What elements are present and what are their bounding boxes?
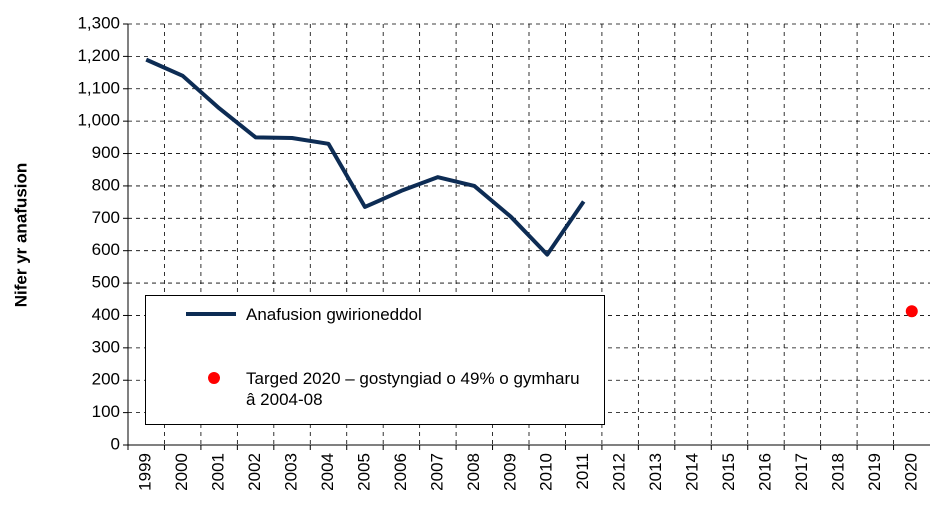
y-tick-label: 500 — [92, 273, 120, 292]
x-tick-label: 2005 — [354, 453, 373, 491]
x-tick-label: 2009 — [500, 453, 519, 491]
x-tick-label: 2008 — [464, 453, 483, 491]
y-axis-label: Nifer yr anafusion — [11, 163, 30, 308]
x-tick-label: 2002 — [245, 453, 264, 491]
legend-dot — [208, 372, 220, 384]
x-tick-label: 2007 — [427, 453, 446, 491]
y-tick-label: 700 — [92, 208, 120, 227]
x-tick-label: 2014 — [683, 453, 702, 491]
legend: Anafusion gwirioneddol Targed 2020 – gos… — [145, 295, 605, 425]
y-tick-label: 900 — [92, 143, 120, 162]
x-tick-label: 2016 — [755, 453, 774, 491]
x-tick-label: 2000 — [172, 453, 191, 491]
y-tick-label: 1,300 — [77, 13, 120, 32]
target-point — [905, 305, 918, 318]
x-tick-label: 2011 — [573, 453, 592, 490]
x-tick-label: 2017 — [792, 453, 811, 491]
y-tick-label: 300 — [92, 337, 120, 356]
x-tick-label: 2018 — [828, 453, 847, 491]
x-tick-label: 2003 — [282, 453, 301, 491]
y-tick-label: 400 — [92, 305, 120, 324]
y-tick-label: 600 — [92, 240, 120, 259]
x-tick-label: 2020 — [901, 453, 920, 491]
legend-swatches — [186, 312, 236, 384]
series-line — [145, 57, 586, 257]
x-tick-label: 2001 — [209, 453, 228, 491]
y-tick-label: 1,100 — [77, 78, 120, 97]
x-tick-label: 2004 — [318, 453, 337, 491]
y-tick-label: 1,000 — [77, 111, 120, 130]
y-tick-label: 800 — [92, 175, 120, 194]
x-tick-label: 2015 — [719, 453, 738, 491]
y-tick-label: 0 — [111, 434, 120, 453]
legend-label: Targed 2020 – gostyngiad o 49% o gymharu… — [246, 369, 580, 409]
x-tick-label: 2012 — [610, 453, 629, 491]
x-tick-label: 2013 — [646, 453, 665, 491]
y-tick-label: 100 — [92, 402, 120, 421]
legend-label: Anafusion gwirioneddol — [246, 305, 422, 324]
x-tick-label: 1999 — [136, 453, 155, 491]
y-tick-label: 1,200 — [77, 46, 120, 65]
x-tick-label: 2006 — [391, 453, 410, 491]
y-tick-label: 200 — [92, 370, 120, 389]
x-tick-label: 2010 — [537, 453, 556, 491]
x-tick-label: 2019 — [865, 453, 884, 491]
